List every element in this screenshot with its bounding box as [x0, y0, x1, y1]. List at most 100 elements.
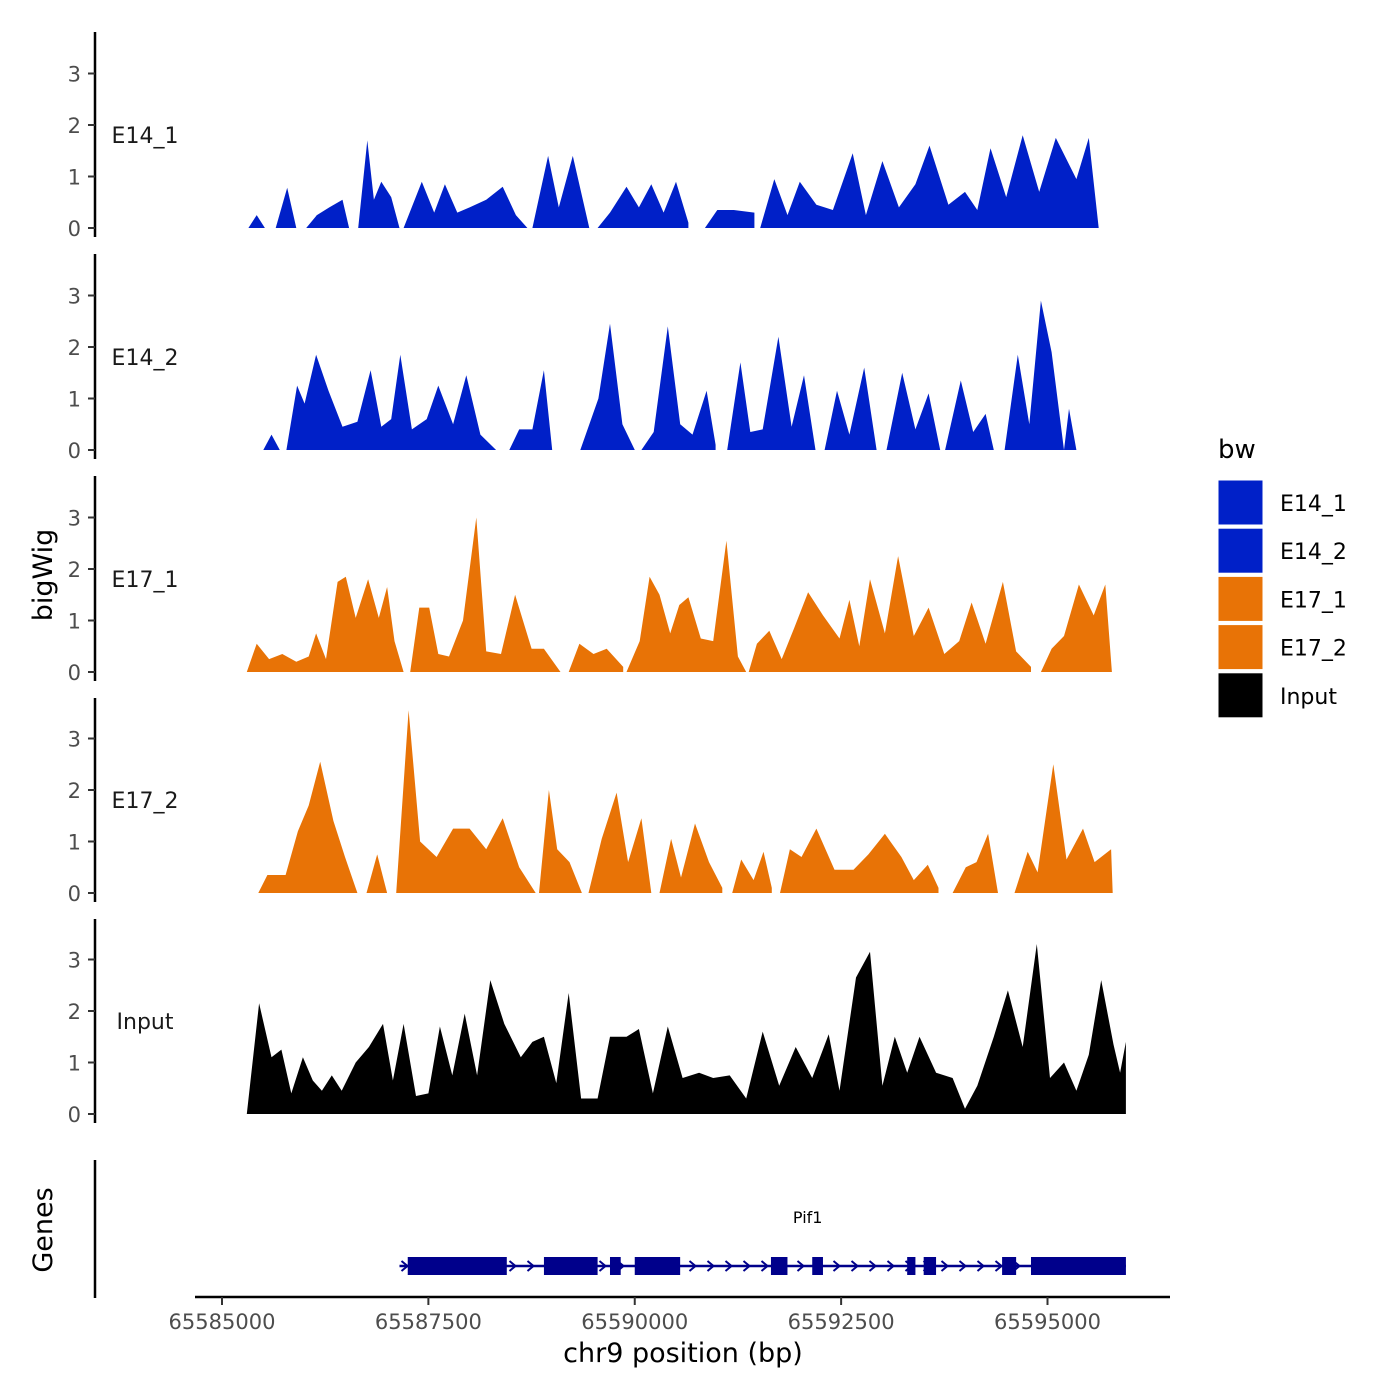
- gene-exon: [1030, 1257, 1126, 1275]
- strand-arrow: [724, 1260, 734, 1272]
- signal-area: [732, 851, 772, 893]
- y-tick-label: 2: [68, 779, 81, 803]
- signal-area: [410, 517, 561, 672]
- strand-arrow: [832, 1260, 842, 1272]
- y-tick-label: 1: [68, 831, 81, 855]
- strand-arrow: [940, 1260, 950, 1272]
- y-tick-label: 1: [68, 610, 81, 634]
- signal-area: [532, 155, 590, 228]
- legend-label: E17_2: [1280, 637, 1347, 662]
- strand-arrow: [706, 1260, 716, 1272]
- signal-area: [626, 540, 747, 672]
- legend: E14_1 E14_2 E17_1 E17_2 Input: [1217, 479, 1347, 719]
- strand-arrow: [400, 1260, 410, 1272]
- gene-exon: [812, 1257, 823, 1275]
- legend-label: E14_2: [1280, 540, 1347, 565]
- signal-area: [263, 434, 280, 450]
- signal-area: [509, 370, 553, 450]
- signal-area: [659, 823, 723, 893]
- track-label: E17_2: [112, 789, 179, 814]
- y-tick-label: 2: [68, 1000, 81, 1024]
- signal-area: [258, 761, 358, 893]
- y-tick-label: 3: [68, 63, 81, 87]
- strand-arrow: [688, 1260, 698, 1272]
- signal-area: [952, 833, 998, 893]
- track-label: E14_1: [112, 124, 179, 149]
- strand-arrow: [958, 1260, 968, 1272]
- y-tick-label: 2: [68, 114, 81, 138]
- track-label: E17_1: [112, 568, 179, 593]
- x-tick-label: 65587500: [375, 1310, 482, 1334]
- legend-swatch: [1217, 527, 1264, 574]
- signal-area: [580, 323, 635, 450]
- strand-arrow: [886, 1260, 896, 1272]
- x-axis-title: chr9 position (bp): [563, 1338, 803, 1369]
- track-E17_2: 0 1 2 3 E17_2: [68, 698, 1113, 906]
- legend-swatch: [1217, 479, 1264, 526]
- gene-exon: [634, 1257, 681, 1275]
- y-tick-label: 0: [68, 439, 81, 463]
- gene-exon: [923, 1257, 937, 1275]
- gene-exon: [543, 1257, 598, 1275]
- signal-area: [704, 210, 755, 228]
- signal-area: [403, 181, 528, 228]
- y-tick-label: 3: [68, 507, 81, 531]
- gene-exon: [907, 1257, 916, 1275]
- signal-area: [246, 944, 1126, 1114]
- x-tick-label: 65590000: [581, 1310, 688, 1334]
- x-tick-label: 65595000: [994, 1310, 1101, 1334]
- signal-area: [1014, 764, 1113, 893]
- legend-label: E14_1: [1280, 492, 1347, 517]
- track-label: Input: [117, 1010, 174, 1035]
- legend-label: Input: [1280, 685, 1337, 710]
- legend-swatch: [1217, 624, 1264, 671]
- gene-exon: [609, 1257, 621, 1275]
- y-tick-label: 0: [68, 217, 81, 241]
- signal-area: [568, 643, 624, 672]
- y-tick-label: 1: [68, 166, 81, 190]
- x-tick-label: 65592500: [788, 1310, 895, 1334]
- gene-exon: [1002, 1257, 1017, 1275]
- signal-area: [246, 576, 404, 672]
- gene-exon: [770, 1257, 788, 1275]
- signal-area: [760, 135, 1099, 228]
- strand-arrow: [598, 1260, 608, 1272]
- signal-area: [588, 792, 652, 893]
- track-E14_2: 0 1 2 3 E14_2: [68, 254, 1077, 463]
- y-tick-label: 1: [68, 1052, 81, 1076]
- track-E14_1: 0 1 2 3 E14_1: [68, 32, 1099, 241]
- legend-title: bw: [1218, 435, 1256, 465]
- signal-area: [286, 354, 497, 450]
- gene-name-label: Pif1: [793, 1208, 823, 1227]
- signal-area: [306, 199, 350, 228]
- track-E17_1: 0 1 2 3 E17_1: [68, 476, 1112, 685]
- strand-arrow: [526, 1260, 536, 1272]
- signal-area: [539, 790, 582, 893]
- x-axis: 65585000 65587500 65590000 65592500 65595000: [169, 1295, 1170, 1334]
- signal-area: [275, 187, 297, 228]
- y-tick-label: 0: [68, 1103, 81, 1127]
- signal-area: [597, 181, 689, 228]
- strand-arrow: [742, 1260, 752, 1272]
- x-tick-label: 65585000: [169, 1310, 276, 1334]
- strand-arrow: [976, 1260, 986, 1272]
- signal-area: [641, 326, 716, 450]
- strand-arrow: [796, 1260, 806, 1272]
- legend-swatch: [1217, 672, 1264, 719]
- strand-arrow: [760, 1260, 770, 1272]
- y-tick-label: 0: [68, 882, 81, 906]
- signal-area: [358, 140, 400, 228]
- legend-swatch: [1217, 575, 1264, 622]
- tracks-layer: 0 1 2 3 E14_1 0 1 2 3 E14_2 0 1 2 3 E17_1 0 1 2 3 E17_2 0 1 2 3…: [68, 32, 1126, 1127]
- genes-axis-title: Genes: [28, 1187, 59, 1272]
- signal-area: [366, 854, 388, 893]
- y-tick-label: 3: [68, 728, 81, 752]
- gene-layer: Pif1: [93, 1160, 1126, 1298]
- strand-arrow: [994, 1260, 1004, 1272]
- signal-area: [727, 300, 1077, 450]
- signal-area: [780, 828, 939, 893]
- signal-area: [1040, 584, 1112, 672]
- track-Input: 0 1 2 3 Input: [68, 919, 1126, 1127]
- y-tick-label: 1: [68, 388, 81, 412]
